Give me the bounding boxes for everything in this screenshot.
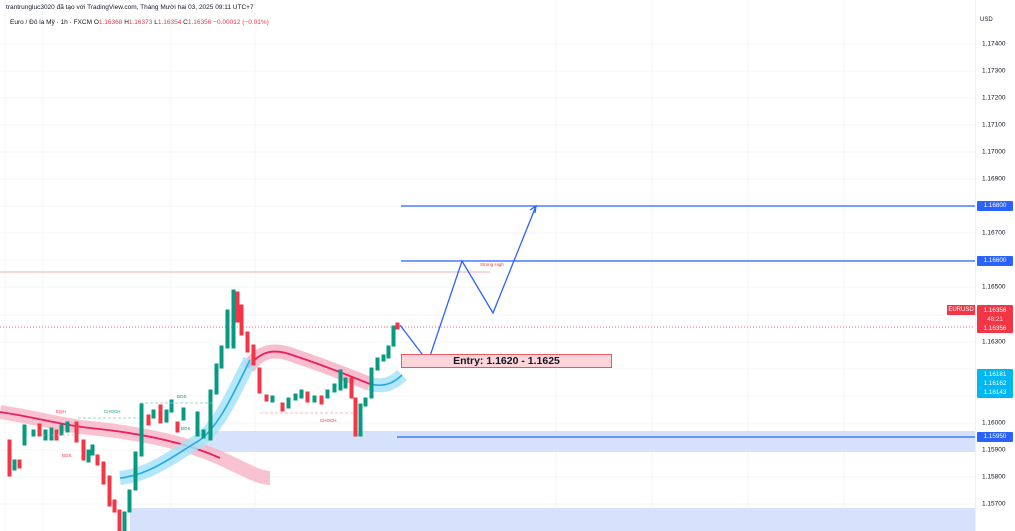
candles (7, 289, 400, 531)
support-tag: 1.15950 (977, 432, 1013, 442)
demand-zone-upper (205, 431, 975, 452)
price-tag: 1.16356 48:21 1.16356 (977, 305, 1013, 333)
arrow-head-icon (529, 204, 537, 214)
tick: 1.16300 (982, 338, 1006, 346)
tick: 1.15900 (982, 446, 1006, 454)
tick: 1.16700 (982, 229, 1006, 237)
tick: 1.17100 (982, 121, 1006, 129)
price-axis[interactable]: USD 1.17400 1.17300 1.17200 1.17100 1.17… (975, 0, 1015, 531)
tick: 1.16500 (982, 283, 1006, 291)
demand-zone-lower (130, 508, 975, 531)
choch-label-2: CHOCH (320, 418, 337, 423)
bos-label-1: BOS (62, 453, 72, 458)
tick: 1.17300 (982, 67, 1006, 75)
symbol-label[interactable]: Euro / Đô la Mỹ · 1h · FXCM (10, 19, 92, 26)
target-1-tag: 1.16600 (977, 256, 1013, 266)
credit-text: trantrungluc3020 đã tạo với TradingView.… (6, 4, 254, 11)
projected-path[interactable] (399, 205, 537, 364)
ma-band-tag: 1.16181 1.16162 1.16143 (977, 369, 1013, 398)
tick: 1.17400 (982, 40, 1006, 48)
currency-label: USD (980, 17, 993, 23)
tick: 1.15800 (982, 473, 1006, 481)
ohlc-legend: Euro / Đô la Mỹ · 1h · FXCM O1.16368 H1.… (10, 19, 269, 26)
tick: 1.15700 (982, 500, 1006, 508)
tick: 1.17000 (982, 148, 1006, 156)
eqh-label: EQH (56, 409, 66, 414)
target-2-tag: 1.16800 (977, 201, 1013, 211)
choch-label-1: CHOCH (104, 409, 121, 414)
bos-label-3: BOS (181, 426, 191, 431)
price-chart[interactable]: EQH CHOCH BOS BOS BOS CHOCH Strong High (0, 0, 975, 531)
tick: 1.16900 (982, 175, 1006, 183)
symbol-tag: EURUSD (947, 305, 975, 315)
bos-label-2: BOS (177, 394, 187, 399)
entry-zone[interactable]: Entry: 1.1620 - 1.1625 (401, 354, 612, 368)
tick: 1.16000 (982, 419, 1006, 427)
tick: 1.17200 (982, 94, 1006, 102)
ma-line-blue (119, 359, 403, 479)
ma-line-red-2 (247, 350, 371, 385)
strong-high-label: Strong High (480, 262, 504, 267)
